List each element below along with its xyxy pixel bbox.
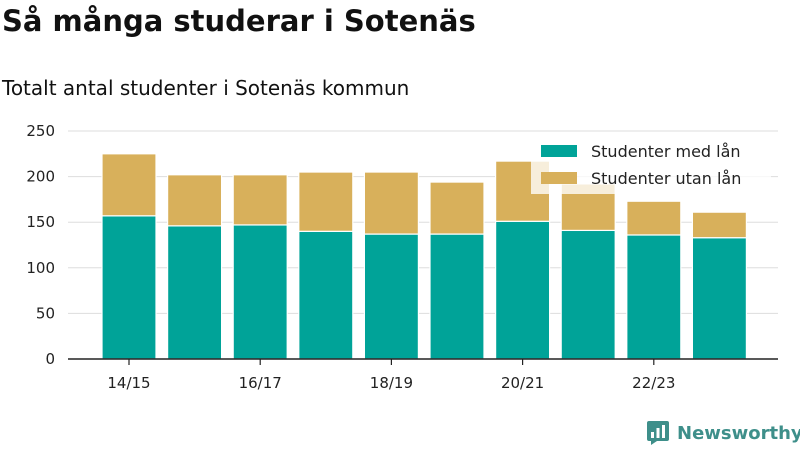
brand-name: Newsworthy: [677, 422, 800, 444]
bar-med-lan-3: [298, 230, 354, 360]
axes: 0 50 100 150 200 250 14/15 16/17 18/19 20/21 22/23: [26, 122, 778, 392]
newsworthy-logo: Newsworthy: [646, 420, 800, 446]
x-tick-label-0: 14/15: [107, 374, 150, 392]
y-tick-label-100: 100: [26, 259, 55, 277]
bar-med-lan-7: [560, 229, 616, 360]
bar-utan-lan-0: [101, 153, 157, 217]
bar-med-lan-4: [363, 233, 419, 360]
bar-med-lan-6: [495, 220, 551, 360]
x-tick-label-8: 22/23: [632, 374, 675, 392]
bar-med-lan-0: [101, 215, 157, 360]
chart-subtitle: Totalt antal studenter i Sotenäs kommun: [2, 76, 410, 100]
bar-utan-lan-2: [232, 174, 288, 226]
y-tick-label-150: 150: [26, 213, 55, 231]
bar-med-lan-9: [691, 237, 748, 360]
bar-utan-lan-3: [298, 171, 354, 232]
bars: [101, 153, 748, 360]
bar-med-lan-2: [232, 224, 288, 360]
y-tick-label-200: 200: [26, 168, 55, 186]
bar-utan-lan-1: [167, 174, 223, 227]
bar-utan-lan-8: [626, 200, 682, 236]
legend-swatch-1: [541, 172, 577, 184]
legend: Studenter med lån Studenter utan lån: [531, 136, 771, 194]
x-tick-label-4: 18/19: [370, 374, 413, 392]
y-tick-label-0: 0: [45, 350, 55, 368]
legend-label-1: Studenter utan lån: [591, 169, 741, 188]
x-tick-label-2: 16/17: [239, 374, 282, 392]
bar-med-lan-5: [429, 233, 485, 360]
bar-utan-lan-4: [363, 171, 419, 235]
x-tick-label-6: 20/21: [501, 374, 544, 392]
y-tick-label-250: 250: [26, 122, 55, 140]
newsworthy-bubble-icon: [647, 421, 669, 445]
bar-med-lan-8: [626, 234, 682, 360]
bar-utan-lan-9: [691, 211, 748, 239]
bar-med-lan-1: [167, 225, 223, 360]
legend-label-0: Studenter med lån: [591, 142, 741, 161]
bar-utan-lan-5: [429, 181, 485, 235]
chart-title: Så många studerar i Sotenäs: [2, 4, 476, 38]
legend-swatch-0: [541, 145, 577, 157]
y-tick-label-50: 50: [36, 304, 55, 322]
